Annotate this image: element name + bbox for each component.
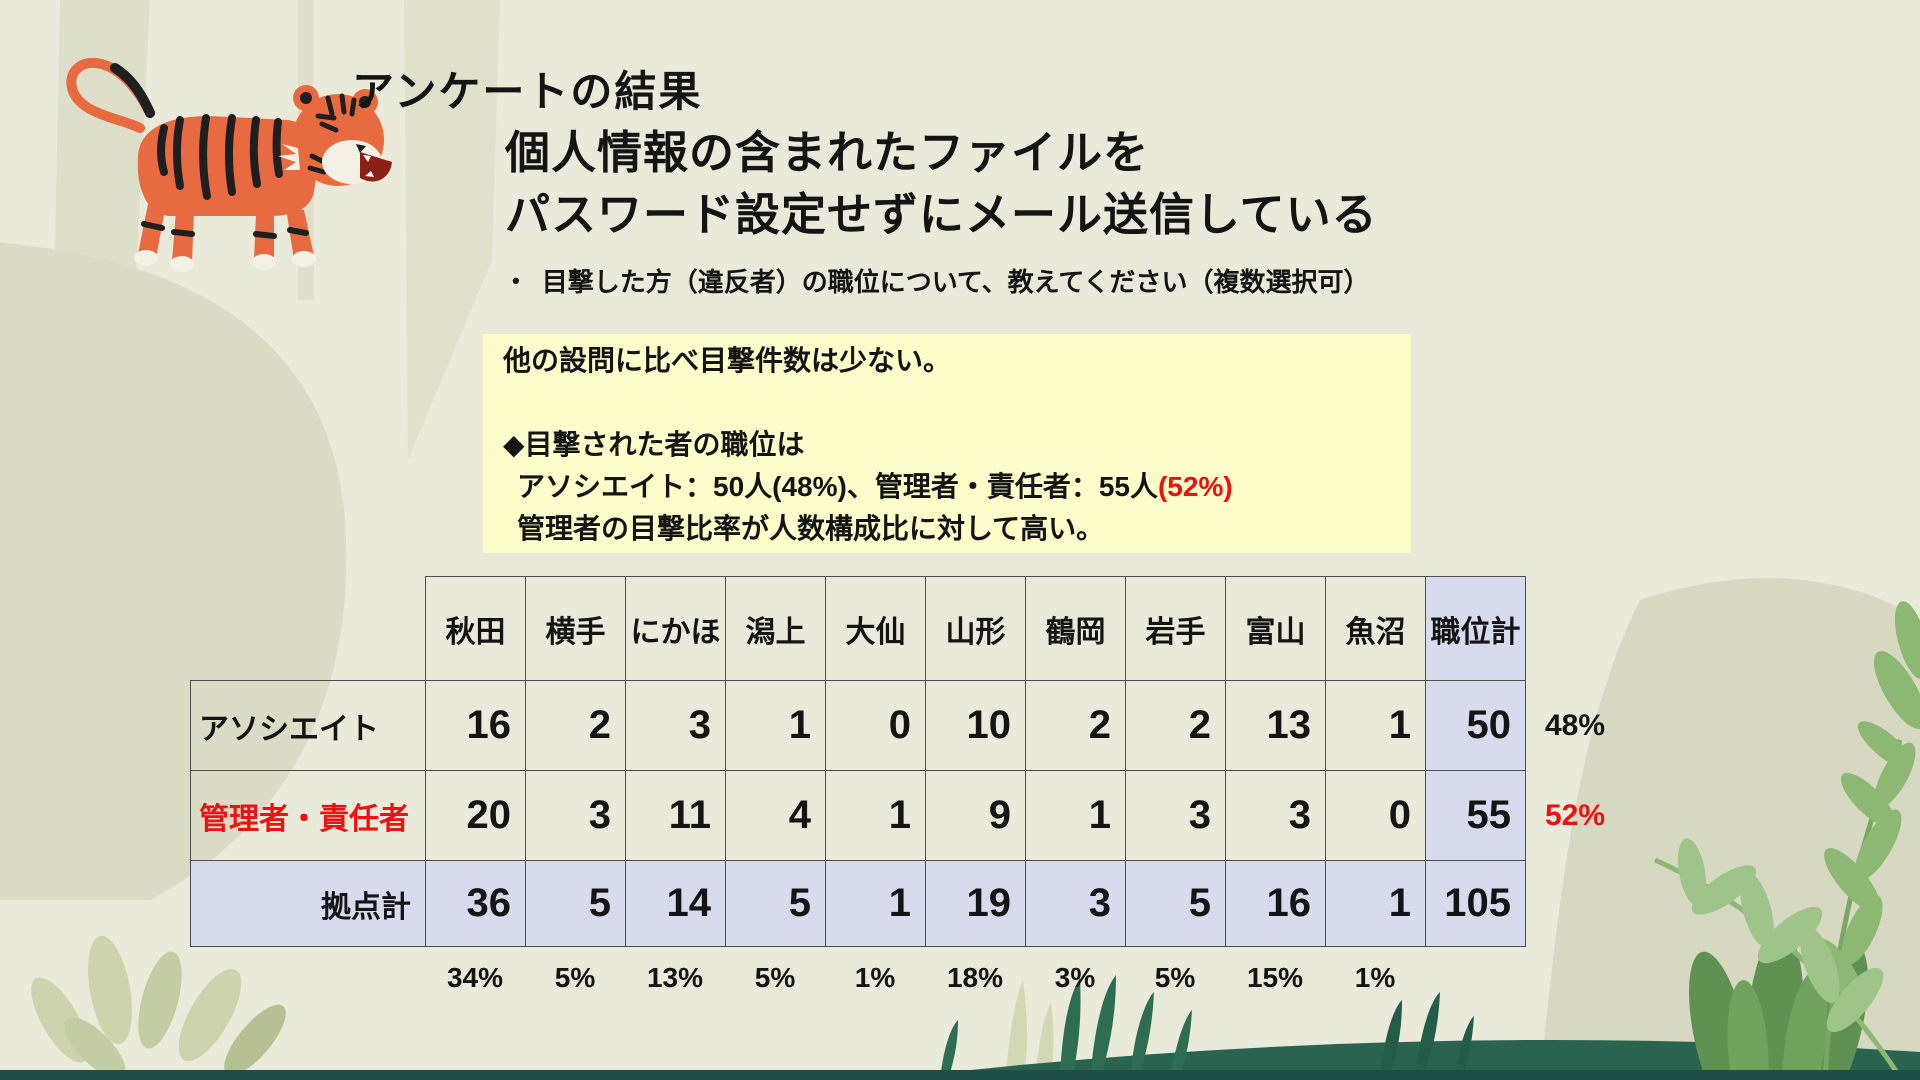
pale-leaves-bottom-left — [31, 935, 286, 1079]
table-cell: 2 — [1125, 680, 1226, 771]
row-total-cell: 50 — [1425, 680, 1526, 771]
column-percent: 34% — [446, 962, 504, 993]
note-line: 管理者の目撃比率が人数構成比に対して高い。 — [517, 513, 1105, 544]
table-cell: 1 — [1025, 770, 1126, 861]
leaf-branch — [1813, 601, 1920, 1080]
table-cell: 1 — [825, 770, 926, 861]
grand-total-cell: 105 — [1425, 860, 1526, 947]
table-cell: 16 — [425, 680, 526, 771]
table-cell: 3 — [1025, 860, 1126, 947]
column-header: 岩手 — [1125, 576, 1226, 681]
table-cell: 13 — [1225, 680, 1326, 771]
column-percent: 15% — [1246, 962, 1304, 993]
column-header: 秋田 — [425, 576, 526, 681]
row-total-cell: 55 — [1425, 770, 1526, 861]
survey-question-bullet: • 目撃した方（違反者）の職位について、教えてください（複数選択可） — [512, 262, 1370, 299]
grass-clump — [940, 975, 1192, 1080]
table-cell: 0 — [825, 680, 926, 771]
row-label: 拠点計 — [190, 860, 426, 947]
note-line: ◆目撃された者の職位は — [503, 429, 805, 460]
row-share-percent: 52% — [1545, 799, 1606, 832]
table-cell: 4 — [725, 770, 826, 861]
column-percent: 18% — [946, 962, 1004, 993]
column-header: 魚沼 — [1325, 576, 1426, 681]
table-header-row: 秋田 横手 にかほ 潟上 大仙 山形 鶴岡 岩手 富山 魚沼 職位計 — [191, 576, 1526, 681]
grass-clump — [1380, 992, 1474, 1080]
table-cell: 19 — [925, 860, 1026, 947]
table-cell: 5 — [1125, 860, 1226, 947]
table-cell: 2 — [1025, 680, 1126, 771]
main-heading: 個人情報の含まれたファイルを パスワード設定せずにメール送信している — [505, 122, 1378, 246]
note-line: アソシエイト：50人(48%)、管理者・責任者：55人(52%) — [517, 471, 1233, 502]
table-cell: 11 — [625, 770, 726, 861]
table-cell: 20 — [425, 770, 526, 861]
column-header: にかほ — [625, 576, 726, 681]
column-percent: 5% — [1154, 962, 1196, 993]
table-cell: 3 — [1125, 770, 1226, 861]
table-cell: 3 — [625, 680, 726, 771]
table-cell: 1 — [1325, 680, 1426, 771]
background-band — [404, 0, 500, 460]
row-label: アソシエイト — [190, 680, 426, 771]
leaf-branch — [1653, 838, 1905, 1080]
column-header: 潟上 — [725, 576, 826, 681]
table-cell: 16 — [1225, 860, 1326, 947]
page-title: アンケートの結果 — [352, 68, 703, 115]
table-cell: 1 — [725, 680, 826, 771]
table-cell: 36 — [425, 860, 526, 947]
table-cell: 2 — [525, 680, 626, 771]
table-cell: 5 — [725, 860, 826, 947]
column-percent: 5% — [554, 962, 596, 993]
table-cell: 14 — [625, 860, 726, 947]
column-header: 富山 — [1225, 576, 1326, 681]
table-cell: 1 — [825, 860, 926, 947]
column-percent-row: 34% 5% 13% 5% 1% 18% 3% 5% 15% 1% — [425, 962, 1425, 994]
table-row: 管理者・責任者 20 3 11 4 1 9 1 3 3 0 55 — [190, 770, 1526, 861]
column-header-total: 職位計 — [1425, 576, 1526, 681]
table-row-total: 拠点計 36 5 14 5 1 19 3 5 16 1 105 — [190, 860, 1526, 947]
table-cell: 10 — [925, 680, 1026, 771]
tiger-illustration — [66, 57, 392, 272]
pale-grass — [1035, 1002, 1054, 1080]
survey-question-text: 目撃した方（違反者）の職位について、教えてください（複数選択可） — [541, 267, 1370, 297]
column-percent: 1% — [854, 962, 896, 993]
table-cell: 3 — [1225, 770, 1326, 861]
bottom-strip — [0, 1070, 1920, 1080]
heading-line-2: パスワード設定せずにメール送信している — [505, 189, 1378, 240]
row-share-percent: 48% — [1545, 709, 1606, 742]
column-percent: 1% — [1354, 962, 1396, 993]
column-percent: 3% — [1054, 962, 1096, 993]
bullet-icon: • — [512, 267, 520, 293]
note-spacer — [503, 382, 1391, 424]
column-header: 鶴岡 — [1025, 576, 1126, 681]
table-cell: 1 — [1325, 860, 1426, 947]
table-cell: 9 — [925, 770, 1026, 861]
table-row: アソシエイト 16 2 3 1 0 10 2 2 13 1 50 — [190, 680, 1526, 771]
column-percent: 13% — [646, 962, 704, 993]
column-header: 山形 — [925, 576, 1026, 681]
findings-note-box: 他の設問に比べ目撃件数は少ない。 ◆目撃された者の職位は アソシエイト：50人(… — [483, 334, 1411, 553]
heading-line-1: 個人情報の含まれたファイルを — [505, 127, 1150, 178]
table-cell: 3 — [525, 770, 626, 861]
empty-corner-cell — [191, 577, 426, 681]
table-cell: 0 — [1325, 770, 1426, 861]
highlight-percent: (52%) — [1157, 471, 1233, 502]
column-header: 横手 — [525, 576, 626, 681]
survey-table: 秋田 横手 にかほ 潟上 大仙 山形 鶴岡 岩手 富山 魚沼 職位計 アソシエイ… — [190, 576, 1526, 947]
pale-grass — [1005, 980, 1027, 1080]
table-cell: 5 — [525, 860, 626, 947]
note-line: 他の設問に比べ目撃件数は少ない。 — [503, 345, 952, 376]
column-header: 大仙 — [825, 576, 926, 681]
row-label: 管理者・責任者 — [190, 770, 426, 861]
column-percent: 5% — [754, 962, 796, 993]
